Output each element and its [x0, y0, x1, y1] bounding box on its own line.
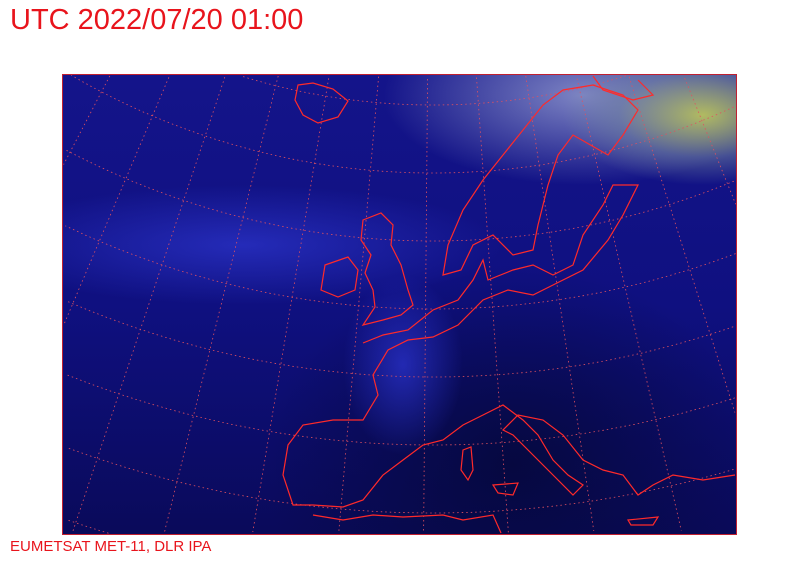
coast-continent [282, 184, 736, 508]
latitude-line [66, 519, 109, 534]
meridian-line [252, 78, 330, 533]
coast-north-africa [312, 514, 502, 534]
latitude-line [65, 374, 735, 446]
meridian-line [63, 75, 111, 165]
meridian-line [628, 76, 736, 413]
coast-uk [360, 212, 414, 326]
graticule [63, 75, 736, 534]
meridian-line [72, 76, 226, 533]
coast-iceland [294, 82, 349, 124]
meridian-line [684, 77, 736, 205]
coast-scandinavia [442, 84, 639, 276]
latitude-line [63, 148, 734, 242]
timestamp-title: UTC 2022/07/20 01:00 [10, 4, 304, 36]
coast-crete [626, 516, 660, 526]
meridian-line [423, 78, 428, 531]
latitude-line [66, 447, 734, 514]
satellite-map [62, 74, 737, 535]
meridian-line [525, 76, 595, 532]
latitude-line [65, 300, 734, 378]
coastlines [282, 75, 736, 534]
coast-ireland [320, 256, 359, 298]
data-credit: EUMETSAT MET-11, DLR IPA [10, 538, 212, 555]
coast-greenland-edge [592, 75, 655, 101]
meridian-line [576, 78, 682, 531]
coast-corsica-sardinia [460, 446, 474, 482]
coast-sicily [491, 482, 519, 496]
